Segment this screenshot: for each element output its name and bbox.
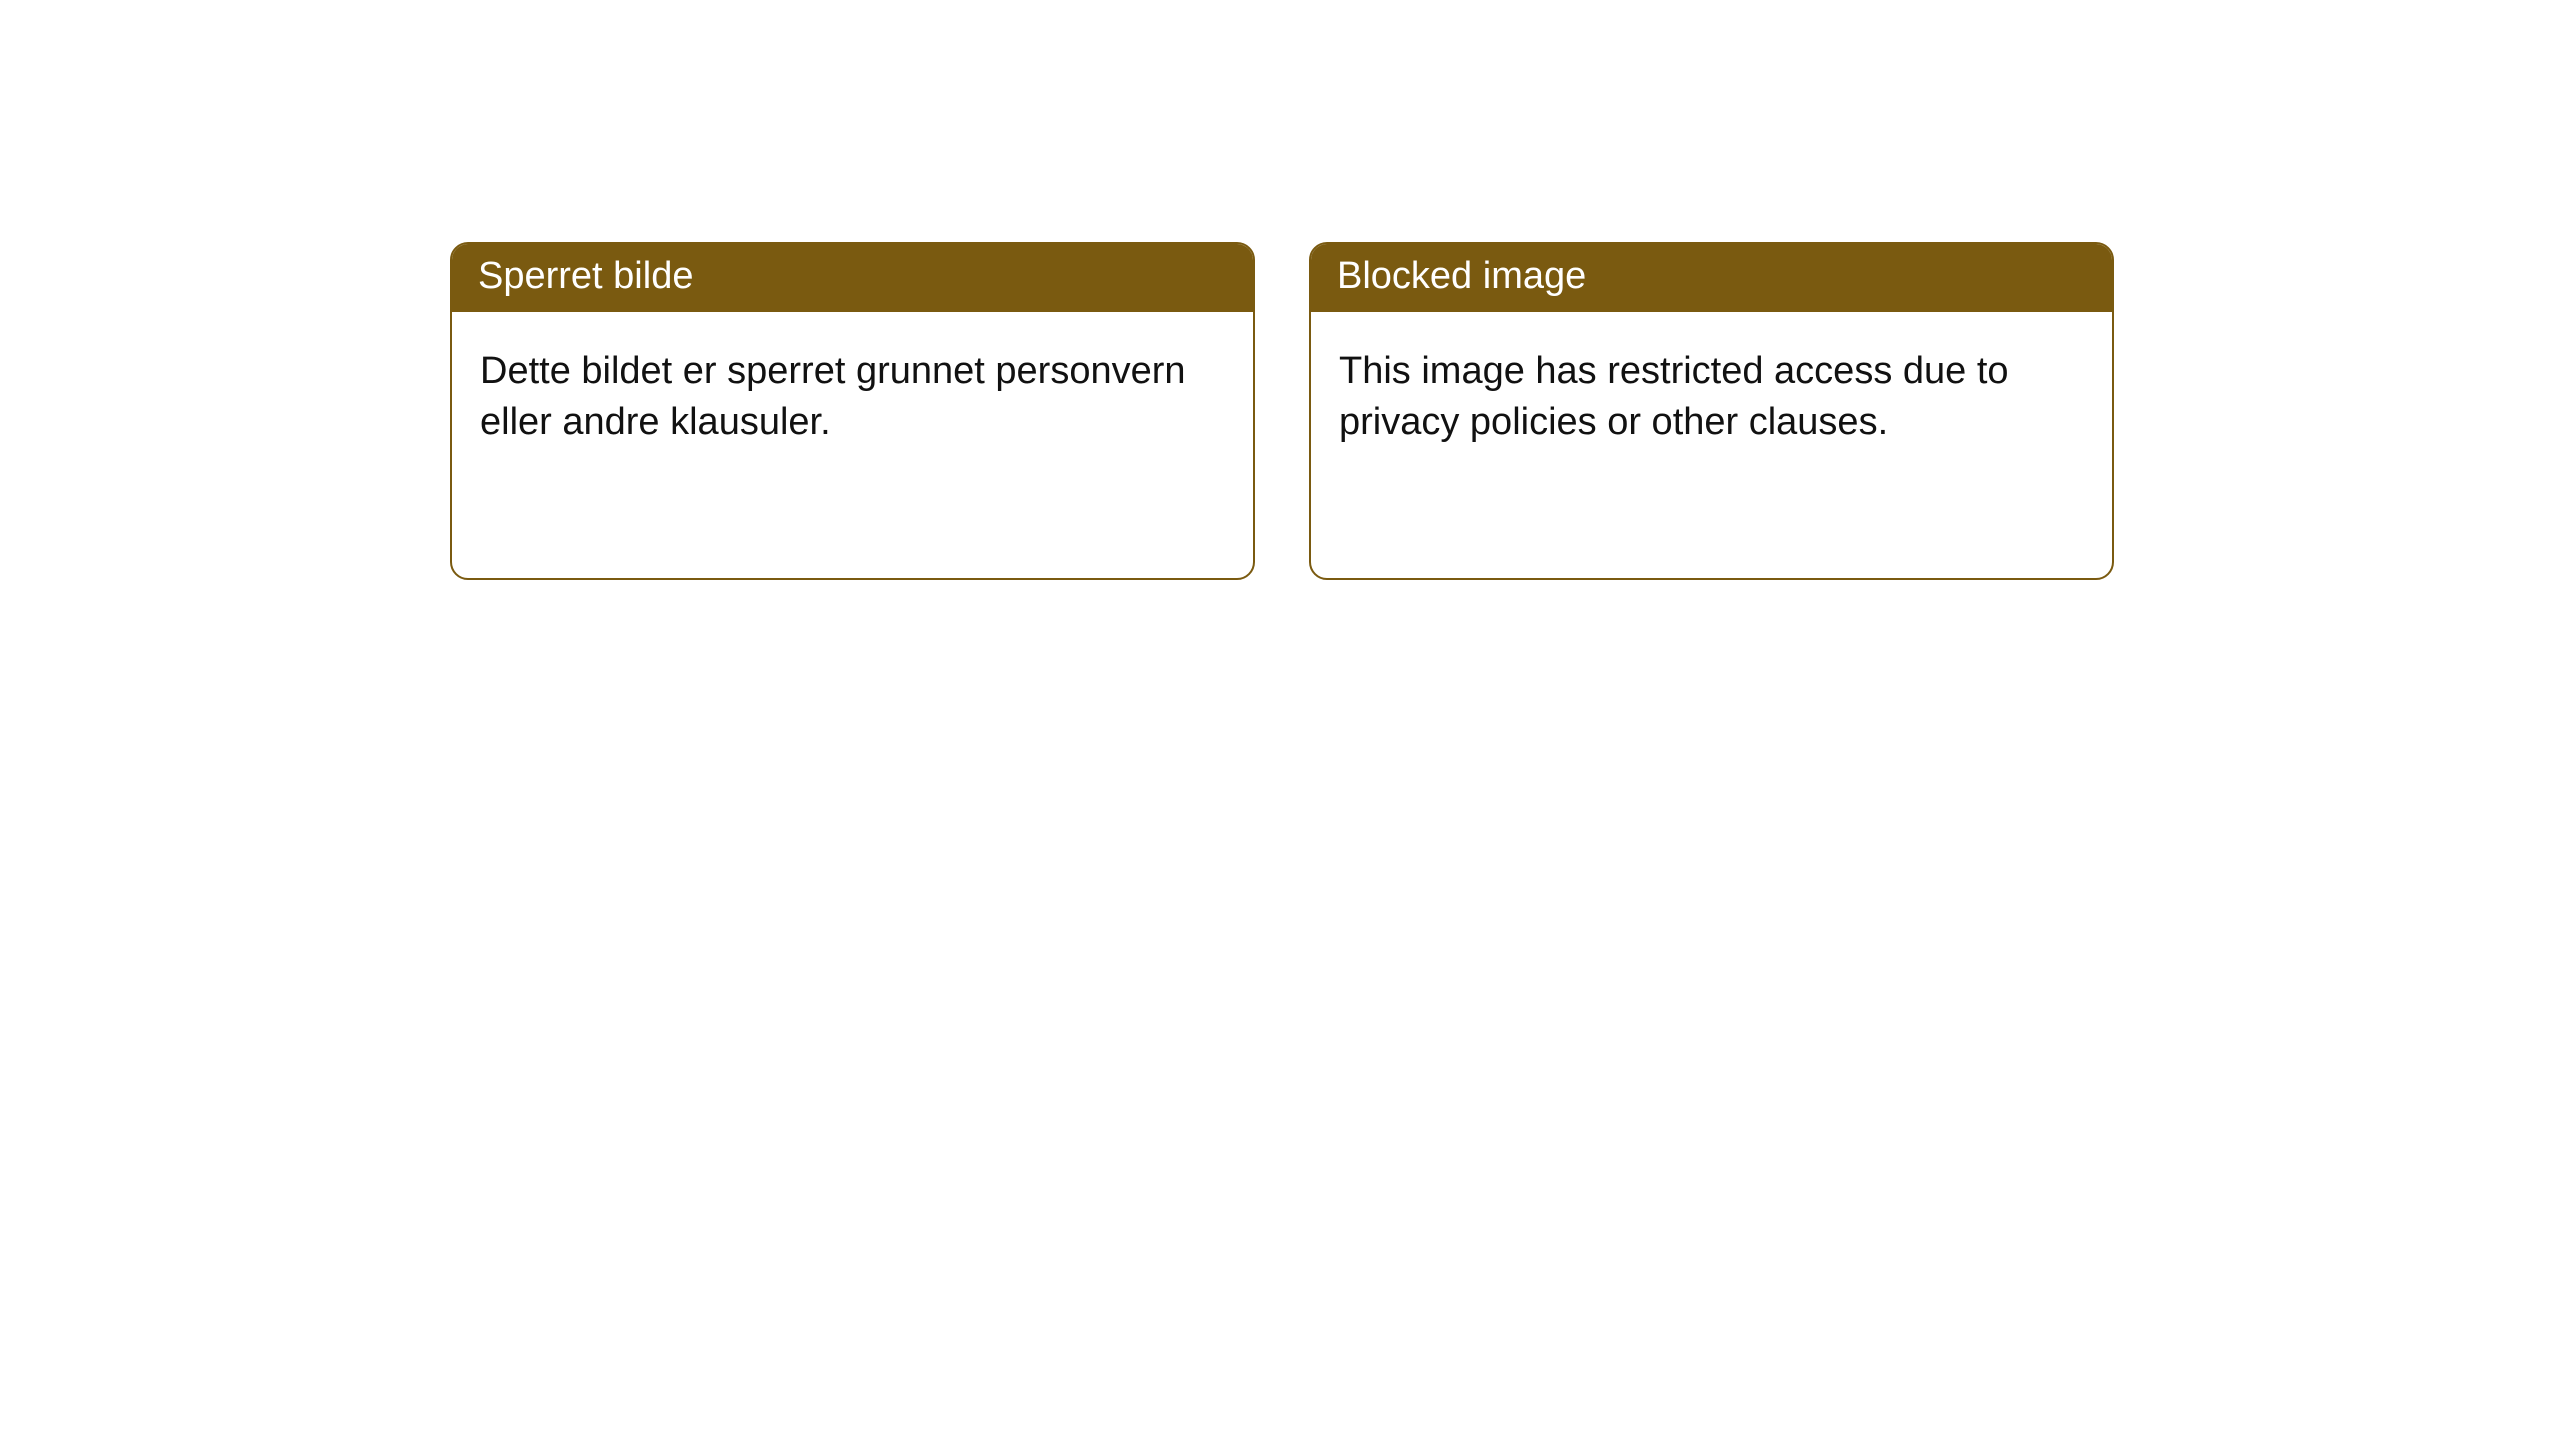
notice-card-no: Sperret bilde Dette bildet er sperret gr… xyxy=(450,242,1255,580)
notice-card-en: Blocked image This image has restricted … xyxy=(1309,242,2114,580)
notice-card-header-no: Sperret bilde xyxy=(452,244,1253,312)
notice-card-body-en: This image has restricted access due to … xyxy=(1311,312,2112,489)
notice-card-body-no: Dette bildet er sperret grunnet personve… xyxy=(452,312,1253,489)
notice-card-header-en: Blocked image xyxy=(1311,244,2112,312)
notice-container: Sperret bilde Dette bildet er sperret gr… xyxy=(0,0,2560,580)
